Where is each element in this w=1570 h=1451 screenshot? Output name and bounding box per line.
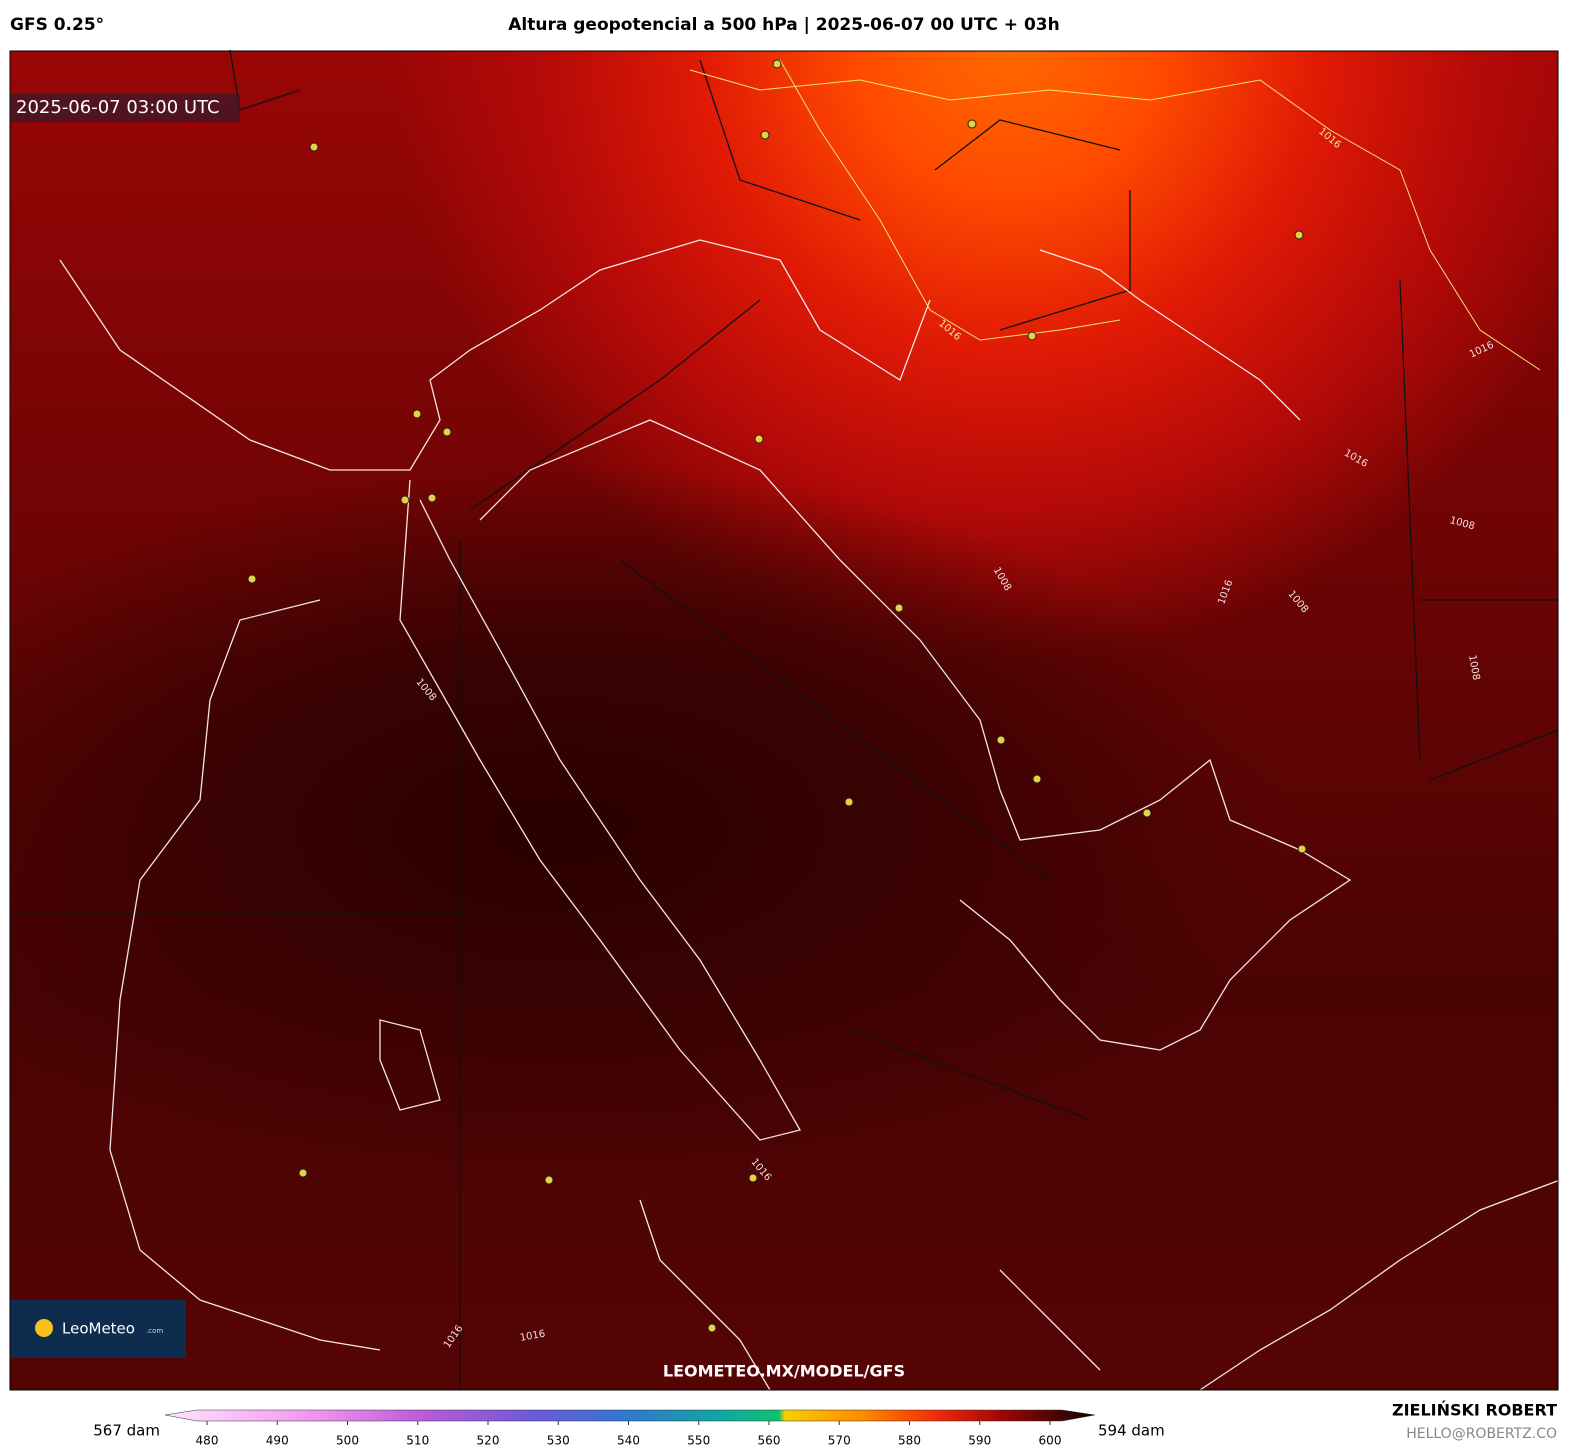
time-box bbox=[10, 94, 240, 122]
model-label: GFS 0.25° bbox=[10, 15, 104, 35]
coastlines bbox=[59, 239, 1561, 1391]
borders bbox=[10, 49, 1559, 1390]
colorbar-tick-label: 590 bbox=[968, 1434, 991, 1448]
colorbar-tick-label: 480 bbox=[196, 1434, 219, 1448]
contour-label: 1016 bbox=[519, 1329, 546, 1344]
colorbar-min-label: 567 dam bbox=[93, 1422, 160, 1440]
colorbar-tick-label: 600 bbox=[1039, 1434, 1062, 1448]
map-area: 1016 1016 1016 1016 1008 1008 1016 1008 … bbox=[9, 49, 1561, 1391]
colorbar-tick-label: 500 bbox=[336, 1434, 359, 1448]
colorbar-gradient bbox=[164, 1409, 1096, 1422]
colorbar: 567 dam 594 dam 480 490 500 510 520 530 540 550… bbox=[93, 1409, 1165, 1448]
map-frame bbox=[9, 50, 1559, 1391]
city-markers bbox=[247, 59, 1307, 1333]
colorbar-tick-label: 550 bbox=[687, 1434, 710, 1448]
colorbar-tick-label: 540 bbox=[617, 1434, 640, 1448]
logo-suffix: .com bbox=[146, 1327, 163, 1335]
logo-name: LeoMeteo bbox=[62, 1320, 135, 1338]
logo: LeoMeteo .com bbox=[10, 1300, 186, 1358]
contour-1016-high bbox=[689, 59, 1541, 371]
colorbar-tick-label: 530 bbox=[547, 1434, 570, 1448]
colorbar-tick-label: 510 bbox=[406, 1434, 429, 1448]
logo-sun bbox=[35, 1319, 53, 1337]
colorbar-tick-label: 490 bbox=[266, 1434, 289, 1448]
colorbar-tick-label: 560 bbox=[758, 1434, 781, 1448]
colorbar-tick-label: 580 bbox=[898, 1434, 921, 1448]
map-title: Altura geopotencial a 500 hPa | 2025-06-… bbox=[508, 15, 1059, 35]
colorbar-tick-label: 570 bbox=[828, 1434, 851, 1448]
colorbar-max-label: 594 dam bbox=[1098, 1422, 1165, 1440]
source-url: LEOMETEO.MX/MODEL/GFS bbox=[663, 1362, 905, 1381]
valid-time: 2025-06-07 03:00 UTC bbox=[16, 97, 220, 118]
email: HELLO@ROBERTZ.CO bbox=[1406, 1426, 1557, 1442]
author: ZIELIŃSKI ROBERT bbox=[1392, 1401, 1557, 1420]
contour-label: 1008 bbox=[1466, 654, 1481, 681]
colorbar-tick-label: 520 bbox=[477, 1434, 500, 1448]
field-low bbox=[10, 51, 1558, 1390]
